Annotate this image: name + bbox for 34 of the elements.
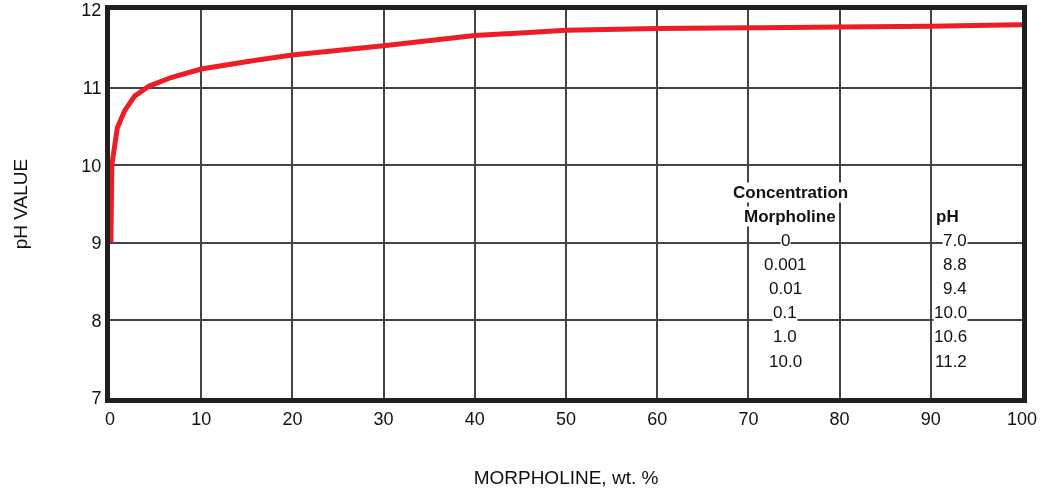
annotation: Morpholine: [744, 207, 836, 226]
y-tick-label: 12: [81, 0, 102, 21]
x-tick-label: 60: [647, 408, 668, 429]
annotation: 9.4: [943, 279, 967, 298]
annotation: 8.8: [943, 255, 967, 274]
annotation: 10.0: [934, 303, 968, 322]
annotation: 10.6: [934, 327, 968, 346]
y-axis-title: pH VALUE: [10, 158, 32, 250]
x-tick-label: 70: [738, 408, 759, 429]
x-tick-label: 100: [1006, 408, 1038, 429]
annotation: 0.1: [773, 303, 797, 322]
annotation: 0.01: [769, 279, 803, 298]
annotation: 0.001: [764, 255, 807, 274]
annotation: Concentration: [733, 183, 849, 202]
x-tick-label: 50: [555, 408, 577, 429]
annotation: pH: [936, 207, 959, 226]
y-tick-label: 10: [81, 155, 102, 176]
x-tick-label: 40: [464, 408, 485, 429]
y-tick-label: 11: [82, 77, 102, 98]
annotation: 10.0: [769, 352, 803, 371]
annotation: 7.0: [943, 231, 967, 250]
x-tick-label: 90: [920, 408, 941, 429]
x-tick-label: 30: [373, 408, 394, 429]
annotation: 11.2: [935, 352, 967, 371]
x-tick-label: 20: [282, 408, 303, 429]
x-tick-label: 0: [104, 408, 116, 429]
x-tick-label: 80: [829, 408, 850, 429]
annotation: 0: [781, 231, 791, 250]
y-tick-label: 8: [91, 310, 102, 331]
x-axis-title: MORPHOLINE, wt. %: [473, 467, 659, 489]
x-tick-label: 10: [191, 408, 212, 429]
y-tick-label: 7: [91, 388, 102, 409]
y-tick-label: 9: [91, 233, 102, 254]
annotation: 1.0: [773, 327, 797, 346]
